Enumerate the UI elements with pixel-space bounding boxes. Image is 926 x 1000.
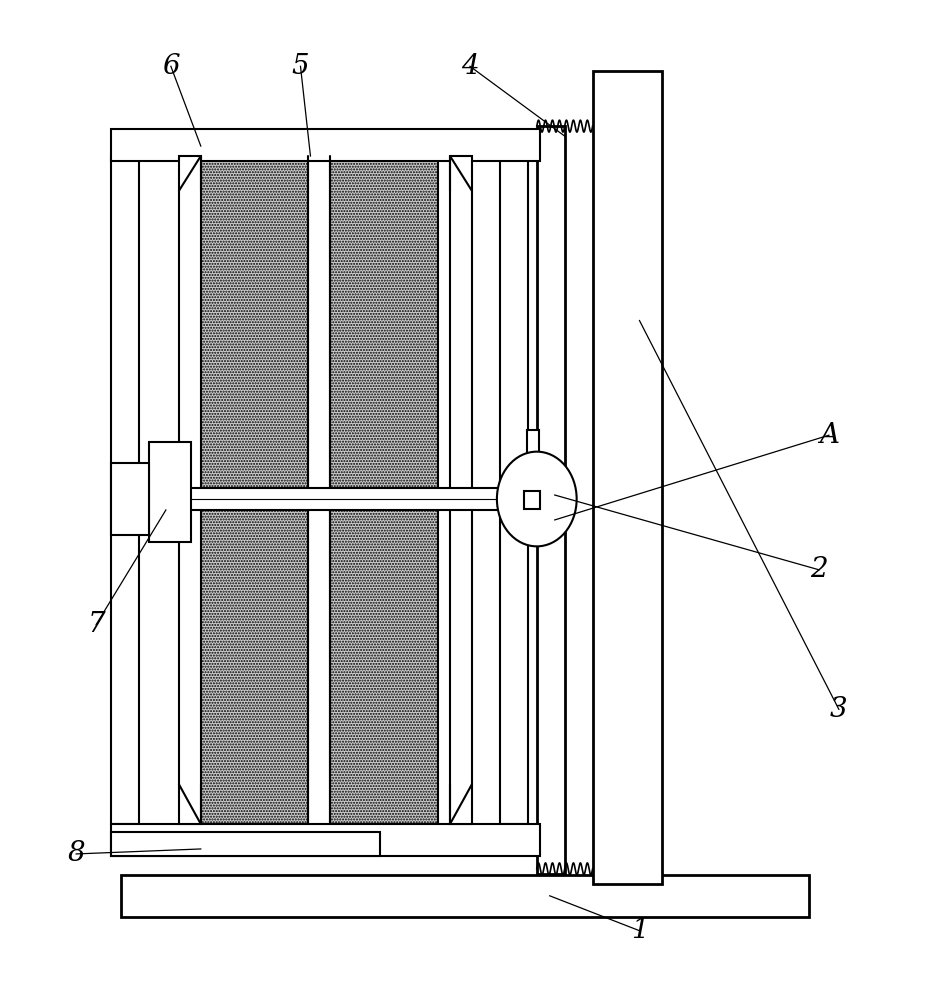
- Text: 3: 3: [830, 696, 847, 723]
- Bar: [179, 156, 201, 824]
- Bar: [149, 442, 191, 542]
- Text: 4: 4: [461, 53, 479, 80]
- Bar: [500, 156, 528, 824]
- Text: 5: 5: [292, 53, 309, 80]
- Bar: [111, 832, 381, 856]
- Text: 1: 1: [631, 917, 648, 944]
- Bar: [527, 430, 539, 510]
- Bar: [111, 824, 540, 856]
- Bar: [121, 875, 809, 917]
- Bar: [111, 156, 139, 824]
- Ellipse shape: [497, 452, 577, 546]
- Bar: [331, 156, 438, 824]
- Bar: [201, 156, 308, 824]
- Text: A: A: [819, 422, 839, 449]
- Text: 7: 7: [87, 611, 105, 638]
- Bar: [524, 491, 540, 509]
- Text: 2: 2: [810, 556, 828, 583]
- Bar: [537, 126, 565, 874]
- Bar: [450, 156, 472, 824]
- Bar: [111, 463, 149, 535]
- Bar: [593, 71, 662, 884]
- Bar: [111, 129, 540, 161]
- Bar: [131, 488, 530, 510]
- Text: 8: 8: [68, 840, 85, 867]
- Text: 6: 6: [162, 53, 180, 80]
